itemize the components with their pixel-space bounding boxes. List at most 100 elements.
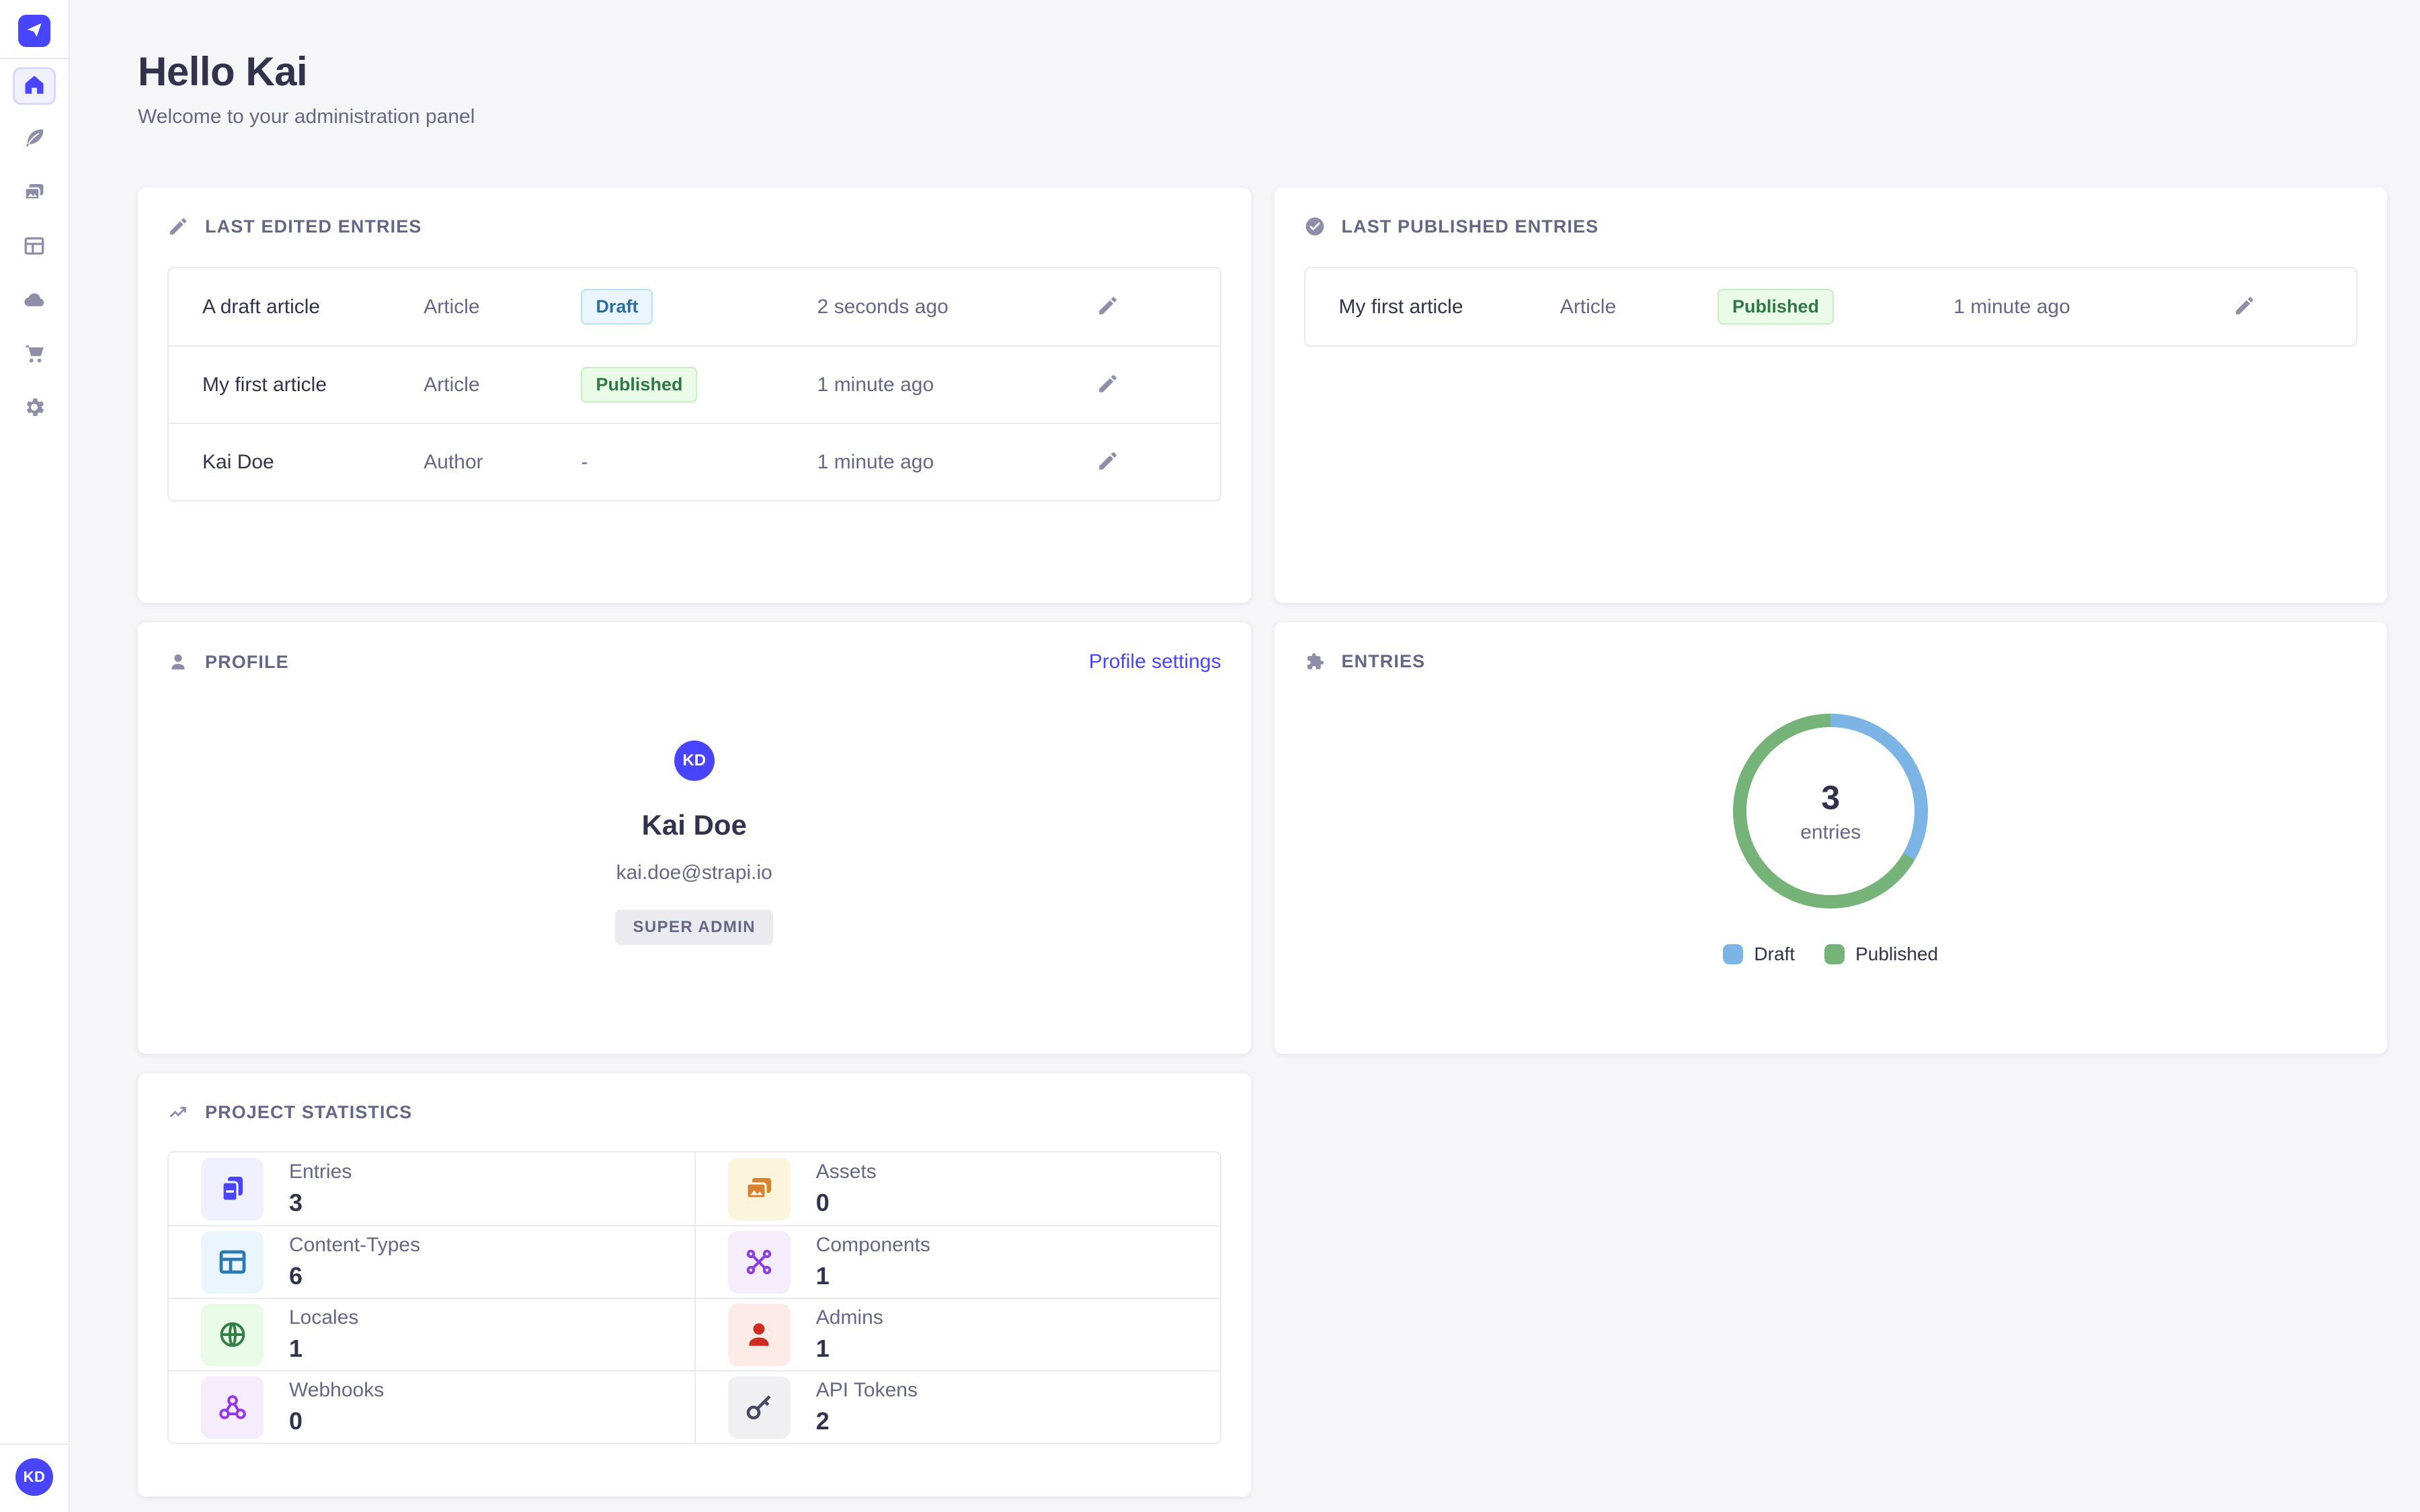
widget-title: PROFILE bbox=[205, 651, 289, 672]
widget-header: LAST EDITED ENTRIES bbox=[167, 216, 1221, 237]
sidebar-nav bbox=[0, 59, 69, 435]
profile-avatar: KD bbox=[674, 741, 715, 781]
sidebar-item-marketplace[interactable] bbox=[7, 328, 61, 382]
stat-assets: Assets 0 bbox=[694, 1152, 1220, 1225]
widgets-grid: LAST EDITED ENTRIES A draft article Arti… bbox=[138, 187, 2387, 1497]
page-title: Hello Kai bbox=[138, 49, 308, 94]
layout-icon bbox=[22, 234, 46, 261]
pencil-icon bbox=[1096, 450, 1119, 474]
webhook-icon bbox=[201, 1376, 264, 1439]
entry-name: A draft article bbox=[202, 295, 321, 318]
user-avatar[interactable]: KD bbox=[15, 1458, 53, 1496]
chart-legend: Draft Published bbox=[1723, 943, 1938, 965]
legend-label: Published bbox=[1855, 943, 1939, 964]
stat-value: 1 bbox=[815, 1335, 830, 1362]
stat-label: Admins bbox=[815, 1306, 883, 1329]
widget-header: LAST PUBLISHED ENTRIES bbox=[1304, 216, 2358, 237]
status-empty: - bbox=[581, 450, 588, 473]
edit-entry-button[interactable] bbox=[1092, 446, 1186, 478]
images-icon bbox=[727, 1157, 791, 1220]
sidebar-item-media-library[interactable] bbox=[7, 167, 61, 220]
entries-table: My first article Article Published 1 min… bbox=[1303, 267, 2357, 347]
sidebar-item-settings[interactable] bbox=[7, 382, 61, 435]
sidebar-item-home[interactable] bbox=[13, 67, 56, 105]
status-badge: Published bbox=[1717, 289, 1834, 325]
trend-up-icon bbox=[167, 1101, 189, 1123]
entry-time: 2 seconds ago bbox=[817, 295, 949, 318]
entry-time: 1 minute ago bbox=[817, 450, 934, 473]
pencil-icon bbox=[2233, 294, 2256, 319]
documents-icon bbox=[201, 1157, 264, 1220]
puzzle-icon bbox=[1304, 650, 1326, 672]
entry-time: 1 minute ago bbox=[1953, 295, 2070, 318]
globe-icon bbox=[201, 1303, 264, 1366]
widget-profile: PROFILE Profile settings KD Kai Doe kai.… bbox=[138, 622, 1251, 1054]
widget-last-published-entries: LAST PUBLISHED ENTRIES My first article … bbox=[1274, 187, 2387, 603]
layout-icon bbox=[201, 1230, 264, 1294]
stat-label: API Tokens bbox=[815, 1379, 918, 1401]
stat-label: Components bbox=[815, 1234, 930, 1256]
widget-entries: ENTRIES 3 entries Draft Publis bbox=[1274, 622, 2387, 1054]
feather-icon bbox=[22, 126, 46, 154]
widget-title: PROJECT STATISTICS bbox=[205, 1101, 413, 1122]
entry-name: Kai Doe bbox=[202, 450, 274, 473]
cart-icon bbox=[22, 341, 46, 369]
profile-body: KD Kai Doe kai.doe@strapi.io SUPER ADMIN bbox=[167, 673, 1221, 945]
stat-locales: Locales 1 bbox=[169, 1298, 694, 1370]
table-row[interactable]: Kai Doe Author - 1 minute ago bbox=[169, 423, 1220, 500]
stats-table: Entries 3 Assets 0 bbox=[167, 1151, 1221, 1444]
stat-value: 2 bbox=[815, 1407, 830, 1435]
stat-value: 1 bbox=[815, 1262, 830, 1290]
status-badge: Draft bbox=[581, 289, 653, 325]
pencil-icon bbox=[1096, 372, 1119, 397]
sidebar-footer-divider bbox=[0, 1443, 69, 1445]
widget-header: PROFILE Profile settings bbox=[167, 650, 1221, 673]
nodes-icon bbox=[727, 1230, 791, 1294]
edit-entry-button[interactable] bbox=[1092, 368, 1186, 401]
profile-email: kai.doe@strapi.io bbox=[616, 862, 772, 884]
status-badge: Published bbox=[581, 367, 698, 403]
legend-item: Draft bbox=[1723, 943, 1795, 965]
home-icon bbox=[22, 73, 46, 100]
sidebar-item-deploy[interactable] bbox=[7, 274, 61, 328]
stat-label: Webhooks bbox=[289, 1379, 385, 1401]
table-row[interactable]: A draft article Article Draft 2 seconds … bbox=[169, 268, 1220, 345]
widget-last-edited-entries: LAST EDITED ENTRIES A draft article Arti… bbox=[138, 187, 1251, 603]
profile-name: Kai Doe bbox=[641, 809, 747, 841]
stat-value: 1 bbox=[289, 1335, 303, 1362]
entry-kind: Author bbox=[424, 450, 483, 473]
stat-content-types: Content-Types 6 bbox=[169, 1225, 694, 1298]
table-row[interactable]: My first article Article Published 1 min… bbox=[169, 345, 1220, 423]
key-icon bbox=[727, 1376, 791, 1439]
entry-kind: Article bbox=[424, 373, 480, 396]
donut-total: 3 bbox=[1821, 779, 1841, 816]
stat-label: Content-Types bbox=[289, 1234, 421, 1256]
edit-entry-button[interactable] bbox=[2229, 290, 2323, 323]
entries-donut-chart: 3 entries bbox=[1733, 714, 1929, 909]
entry-kind: Article bbox=[1560, 295, 1617, 318]
gear-icon bbox=[22, 395, 46, 423]
sidebar-item-content-type-builder[interactable] bbox=[7, 220, 61, 274]
edit-entry-button[interactable] bbox=[1092, 290, 1186, 323]
stat-components: Components 1 bbox=[694, 1225, 1220, 1298]
entries-body: 3 entries Draft Published bbox=[1304, 672, 2358, 965]
legend-label: Draft bbox=[1754, 943, 1796, 964]
stat-entries: Entries 3 bbox=[169, 1152, 694, 1225]
pencil-icon bbox=[1096, 294, 1119, 319]
media-library-icon bbox=[22, 180, 46, 208]
widget-title: LAST EDITED ENTRIES bbox=[205, 216, 422, 237]
user-icon bbox=[167, 651, 189, 673]
widget-title: ENTRIES bbox=[1341, 650, 1426, 671]
strapi-logo[interactable] bbox=[18, 15, 50, 47]
sidebar-divider bbox=[0, 58, 69, 59]
main-content: Hello Kai Welcome to your administration… bbox=[70, 0, 2420, 1512]
table-row[interactable]: My first article Article Published 1 min… bbox=[1305, 268, 2357, 345]
sidebar: KD bbox=[0, 0, 70, 1512]
stat-value: 3 bbox=[289, 1189, 303, 1216]
sidebar-item-content-manager[interactable] bbox=[7, 113, 61, 167]
page-subtitle: Welcome to your administration panel bbox=[138, 106, 475, 128]
cloud-icon bbox=[22, 288, 46, 315]
stat-api-tokens: API Tokens 2 bbox=[694, 1370, 1220, 1443]
profile-settings-link[interactable]: Profile settings bbox=[1088, 650, 1221, 673]
widget-project-statistics: PROJECT STATISTICS Entries 3 bbox=[138, 1073, 1251, 1497]
